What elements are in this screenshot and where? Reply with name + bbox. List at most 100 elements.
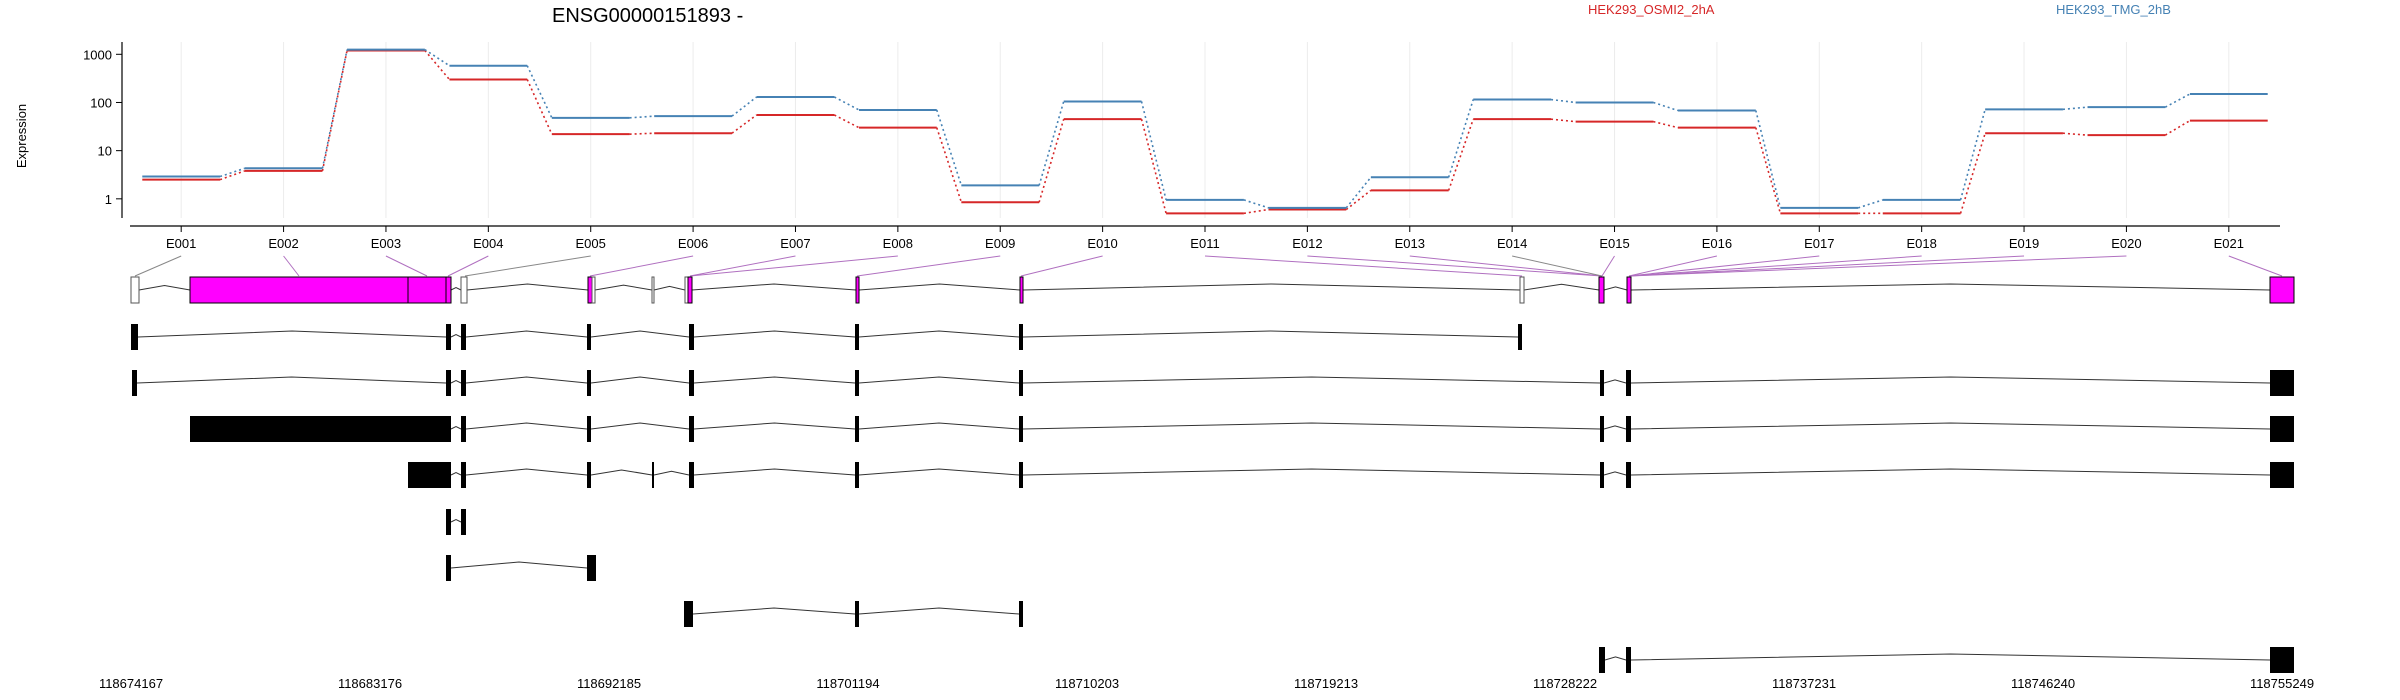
intron-line [693,468,856,476]
x-tick-label: E009 [985,236,1015,251]
series-connector [1959,109,1986,201]
series-connector [1755,127,1782,214]
intron-line [450,471,462,476]
series-connector [321,49,348,169]
intron-line [1022,330,1519,338]
transcript-exon [446,509,451,535]
x-tick-label: E007 [780,236,810,251]
series-connector [2164,93,2191,108]
gene-model-exon [651,276,655,304]
intron-line [594,284,653,291]
exon-connector [134,255,182,277]
intron-line [1603,425,1627,430]
intron-line [858,422,1020,430]
intron-line [1022,376,1601,384]
transcript-exon [587,555,596,581]
x-tick-label: E008 [883,236,913,251]
x-tick-label: E004 [473,236,503,251]
legend-entry-osmi2: HEK293_OSMI2_2hA [1588,2,1715,17]
x-tick-label: E020 [2111,236,2141,251]
exon-connector-lines [134,255,2283,277]
series-connector [321,50,348,172]
exon-connector [589,255,694,277]
transcript-exon [1019,416,1023,442]
intron-line [465,330,588,338]
series-connector [936,109,963,186]
transcript-exon [2270,370,2294,396]
transcript-exon [855,416,859,442]
transcript-exon [587,324,591,350]
transcript-exon [2270,416,2294,442]
series-connector [1550,118,1576,123]
series-connector [526,79,553,135]
intron-line [590,422,690,430]
x-tick-label: E011 [1190,236,1219,251]
series-connector [1345,176,1372,209]
transcript-exon [652,462,654,488]
series-connector [1038,101,1065,186]
transcript-exon [2270,647,2294,673]
exon-connector [1628,255,1922,277]
intron-line [1630,376,2271,384]
intron-line [450,518,462,523]
series-connector [1243,199,1269,209]
transcript-exon [2270,462,2294,488]
intron-line [653,285,686,291]
transcript-exon [1019,462,1023,488]
x-tick-label: E017 [1804,236,1834,251]
transcript-exon [587,462,591,488]
x-tick-label: E002 [268,236,298,251]
transcript-exon [446,370,451,396]
chart-title: ENSG00000151893 - [552,5,743,27]
transcript-exon [684,601,693,627]
transcript-exon [1600,462,1604,488]
series-connector [1755,110,1782,209]
y-axis-label: Expression [14,104,29,168]
y-tick-label: 100 [90,95,112,110]
transcript-exon [855,601,859,627]
intron-line [450,379,462,384]
series-connector [2062,132,2088,136]
intron-line [1630,653,2271,661]
exon-connector [1628,255,2025,277]
exon-connector [1628,255,1718,277]
exon-connector [1204,255,1523,277]
exon-connector [2228,255,2283,277]
y-tick-label: 10 [98,144,112,159]
gene-model-exon [587,276,593,304]
transcript-exon [461,324,466,350]
gene-model-exon [445,276,452,304]
series-connector [1857,199,1884,209]
series-connector [1140,101,1167,201]
intron-line [1603,286,1628,291]
transcript-exon [461,370,466,396]
x-tick-label: E014 [1497,236,1527,251]
transcript-exon [1626,647,1631,673]
transcript-tracks [130,276,2295,673]
intron-line [136,376,447,384]
series-connector [629,115,655,119]
series-connector [1243,208,1269,215]
exon-connector [1628,255,1820,277]
series-connector [834,96,860,111]
exon-connector [283,255,300,277]
series-connector [526,65,553,119]
transcript-exon [132,370,137,396]
gene-model-exon [855,276,860,304]
x-tick-label: E003 [371,236,401,251]
intron-line [138,284,191,291]
x-tick-label: E006 [678,236,708,251]
series-connector [936,127,963,203]
transcript-exon [1626,370,1631,396]
genomic-tick-label: 118710203 [1055,676,1119,691]
intron-line [1523,283,1600,291]
intron-line [450,333,462,338]
transcript-exon [190,416,451,442]
exon-connector [1512,255,1603,277]
gene-model-exon [189,276,409,304]
intron-line [1630,468,2271,476]
series-connector [2164,119,2191,136]
x-tick-label: E001 [166,236,196,251]
intron-line [590,469,653,476]
intron-line [691,283,857,291]
